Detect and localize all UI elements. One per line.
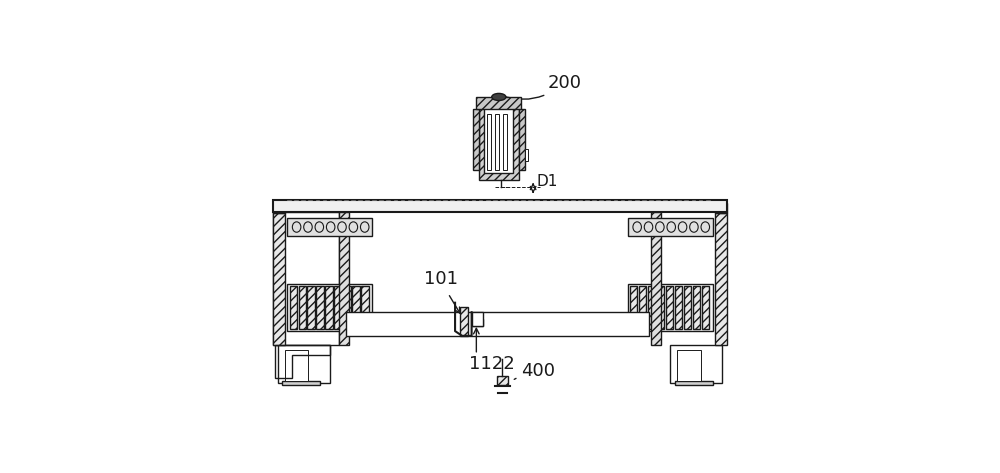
Text: 400: 400 — [514, 362, 555, 380]
FancyBboxPatch shape — [628, 284, 713, 331]
FancyBboxPatch shape — [519, 109, 525, 170]
FancyBboxPatch shape — [472, 312, 483, 326]
FancyBboxPatch shape — [715, 213, 727, 345]
FancyBboxPatch shape — [299, 286, 306, 329]
FancyBboxPatch shape — [352, 286, 360, 329]
FancyBboxPatch shape — [639, 286, 646, 329]
FancyBboxPatch shape — [677, 350, 701, 381]
FancyBboxPatch shape — [684, 286, 691, 329]
FancyBboxPatch shape — [473, 109, 479, 170]
FancyBboxPatch shape — [325, 286, 333, 329]
FancyBboxPatch shape — [693, 286, 700, 329]
FancyBboxPatch shape — [495, 114, 499, 170]
FancyBboxPatch shape — [476, 97, 521, 109]
FancyBboxPatch shape — [273, 200, 727, 212]
FancyBboxPatch shape — [648, 286, 655, 329]
FancyBboxPatch shape — [361, 286, 369, 329]
FancyBboxPatch shape — [702, 286, 709, 329]
FancyBboxPatch shape — [651, 212, 661, 345]
FancyBboxPatch shape — [273, 203, 285, 213]
FancyBboxPatch shape — [628, 218, 713, 236]
FancyBboxPatch shape — [285, 350, 308, 381]
FancyBboxPatch shape — [287, 284, 372, 331]
FancyBboxPatch shape — [497, 376, 508, 385]
FancyBboxPatch shape — [484, 106, 513, 173]
FancyBboxPatch shape — [339, 212, 349, 345]
FancyBboxPatch shape — [715, 203, 727, 213]
FancyBboxPatch shape — [343, 286, 351, 329]
Text: D1: D1 — [537, 174, 558, 189]
FancyBboxPatch shape — [675, 381, 713, 385]
FancyBboxPatch shape — [472, 319, 483, 326]
Polygon shape — [278, 345, 330, 383]
Polygon shape — [273, 212, 339, 345]
FancyBboxPatch shape — [630, 286, 637, 329]
FancyBboxPatch shape — [675, 286, 682, 329]
Polygon shape — [670, 345, 722, 383]
FancyBboxPatch shape — [290, 286, 297, 329]
Ellipse shape — [492, 93, 506, 101]
Text: 1122: 1122 — [469, 355, 515, 373]
FancyBboxPatch shape — [657, 286, 664, 329]
FancyBboxPatch shape — [273, 213, 285, 345]
FancyBboxPatch shape — [503, 114, 507, 170]
FancyBboxPatch shape — [460, 307, 468, 336]
FancyBboxPatch shape — [479, 99, 519, 180]
FancyBboxPatch shape — [666, 286, 673, 329]
FancyBboxPatch shape — [316, 286, 324, 329]
FancyBboxPatch shape — [307, 286, 315, 329]
FancyBboxPatch shape — [287, 218, 372, 236]
FancyBboxPatch shape — [334, 286, 342, 329]
FancyBboxPatch shape — [346, 312, 649, 336]
Text: 101: 101 — [424, 270, 458, 288]
Text: 200: 200 — [501, 73, 581, 99]
FancyBboxPatch shape — [282, 381, 320, 385]
FancyBboxPatch shape — [487, 114, 491, 170]
FancyBboxPatch shape — [525, 149, 528, 161]
